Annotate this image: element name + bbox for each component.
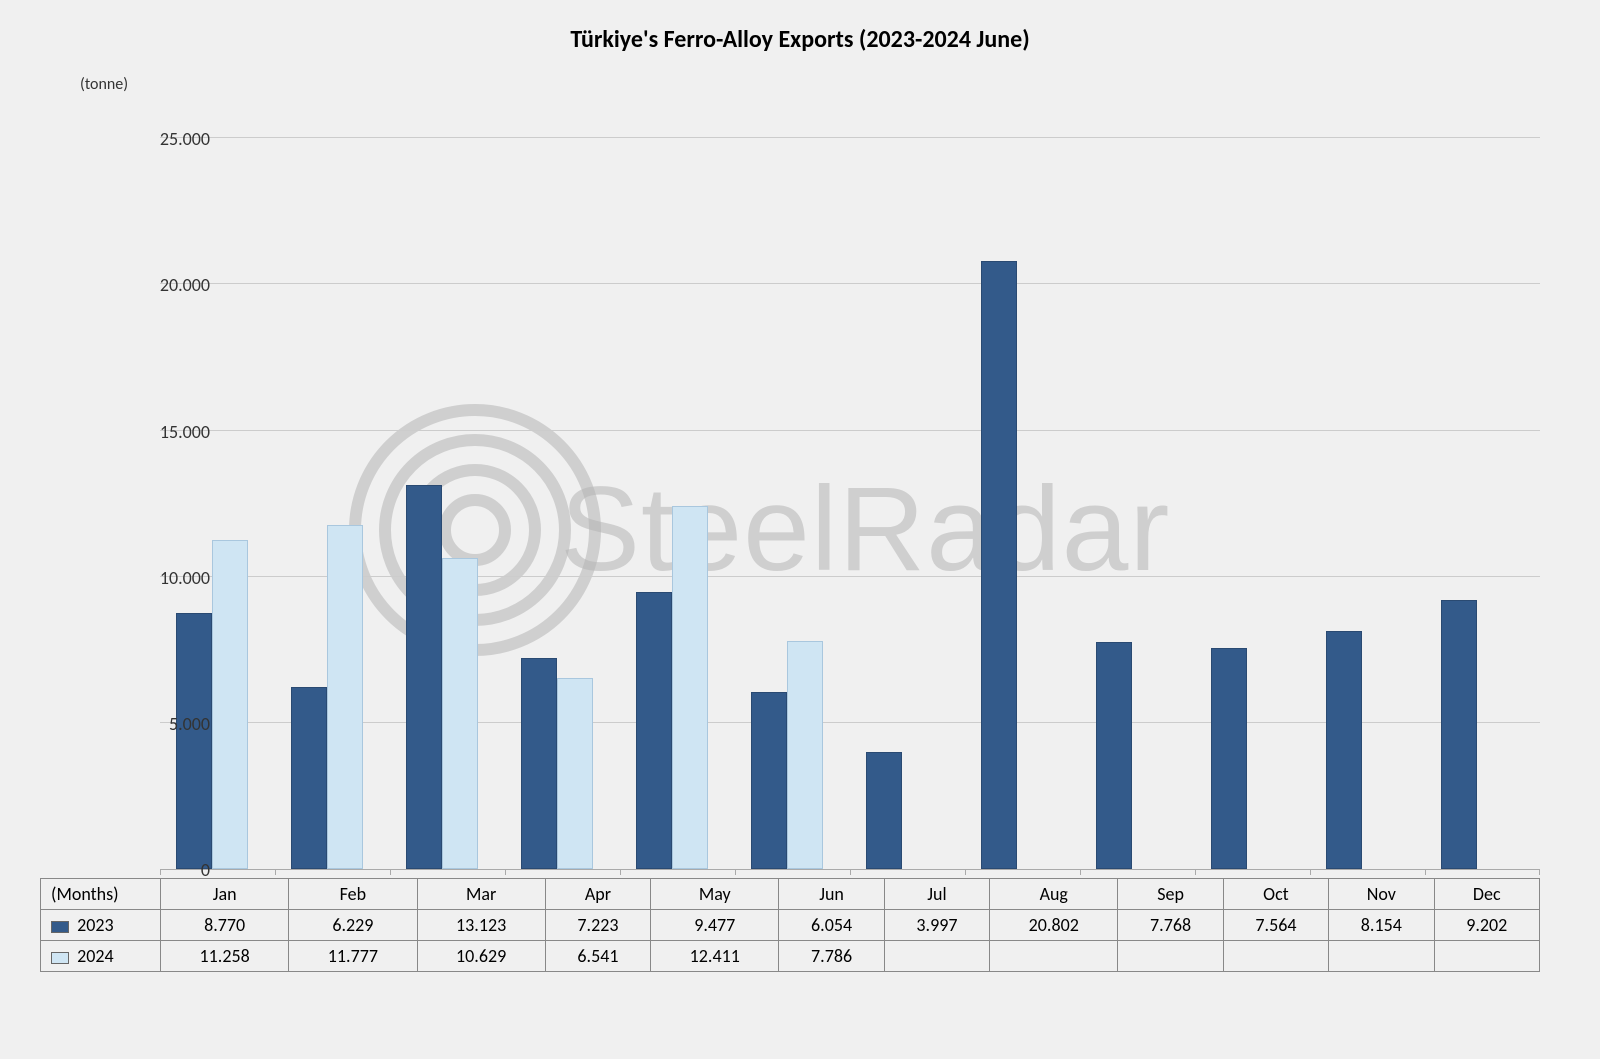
- legend-2024: 2024: [41, 941, 161, 972]
- y-tick-label: 10.000: [130, 567, 210, 589]
- data-cell: 3.997: [884, 910, 989, 941]
- bar-2023: [1441, 600, 1477, 869]
- bar-2023: [636, 592, 672, 869]
- data-cell: 10.629: [417, 941, 545, 972]
- bar-2024: [557, 678, 593, 869]
- data-cell: 6.541: [545, 941, 650, 972]
- chart-title: Türkiye's Ferro-Alloy Exports (2023-2024…: [0, 0, 1600, 54]
- y-tick-label: 20.000: [130, 274, 210, 296]
- legend-swatch-2024: [51, 952, 69, 964]
- data-cell: 13.123: [417, 910, 545, 941]
- month-header: Apr: [545, 879, 650, 910]
- data-cell: 11.258: [161, 941, 289, 972]
- data-cell: [884, 941, 989, 972]
- month-group: [1310, 110, 1425, 869]
- month-group: [390, 110, 505, 869]
- data-cell: [1223, 941, 1328, 972]
- bar-2024: [212, 540, 248, 869]
- bar-2023: [751, 692, 787, 869]
- bar-2023: [866, 752, 902, 869]
- month-header: Dec: [1434, 879, 1540, 910]
- bar-2023: [1096, 642, 1132, 869]
- series-name-2023: 2023: [77, 914, 114, 936]
- data-cell: [990, 941, 1118, 972]
- month-group: [735, 110, 850, 869]
- month-group: [1195, 110, 1310, 869]
- y-tick-label: 15.000: [130, 421, 210, 443]
- month-group: [505, 110, 620, 869]
- data-cell: 12.411: [651, 941, 779, 972]
- month-header: Jan: [161, 879, 289, 910]
- bar-2023: [1326, 631, 1362, 869]
- table-row-months: (Months) Jan Feb Mar Apr May Jun Jul Aug…: [41, 879, 1540, 910]
- bar-2023: [1211, 648, 1247, 869]
- data-cell: 7.223: [545, 910, 650, 941]
- bar-2023: [291, 687, 327, 869]
- data-cell: 11.777: [289, 941, 417, 972]
- month-header: Jun: [779, 879, 884, 910]
- data-cell: 7.786: [779, 941, 884, 972]
- data-cell: [1434, 941, 1540, 972]
- month-group: [965, 110, 1080, 869]
- month-group: [1080, 110, 1195, 869]
- data-cell: 8.770: [161, 910, 289, 941]
- data-cell: 6.229: [289, 910, 417, 941]
- series-name-2024: 2024: [77, 945, 114, 967]
- month-group: [275, 110, 390, 869]
- data-cell: [1329, 941, 1434, 972]
- month-header: Jul: [884, 879, 989, 910]
- y-tick-label: 25.000: [130, 128, 210, 150]
- bar-2024: [787, 641, 823, 869]
- month-header: Oct: [1223, 879, 1328, 910]
- bar-2024: [672, 506, 708, 869]
- data-table: (Months) Jan Feb Mar Apr May Jun Jul Aug…: [40, 878, 1540, 972]
- data-cell: [1118, 941, 1223, 972]
- month-group: [160, 110, 275, 869]
- month-group: [1425, 110, 1540, 869]
- data-cell: 9.477: [651, 910, 779, 941]
- month-header: Sep: [1118, 879, 1223, 910]
- legend-swatch-2023: [51, 921, 69, 933]
- x-axis-label: (Months): [41, 879, 161, 910]
- bar-2023: [176, 613, 212, 869]
- data-cell: 20.802: [990, 910, 1118, 941]
- table-row-2023: 2023 8.770 6.229 13.123 7.223 9.477 6.05…: [41, 910, 1540, 941]
- legend-2023: 2023: [41, 910, 161, 941]
- bar-2023: [981, 261, 1017, 869]
- bar-2024: [327, 525, 363, 869]
- bar-2023: [406, 485, 442, 869]
- month-header: May: [651, 879, 779, 910]
- data-cell: 9.202: [1434, 910, 1540, 941]
- data-cell: 7.564: [1223, 910, 1328, 941]
- month-header: Aug: [990, 879, 1118, 910]
- bar-2023: [521, 658, 557, 869]
- month-header: Feb: [289, 879, 417, 910]
- data-cell: 8.154: [1329, 910, 1434, 941]
- data-cell: 6.054: [779, 910, 884, 941]
- month-header: Mar: [417, 879, 545, 910]
- month-header: Nov: [1329, 879, 1434, 910]
- data-cell: 7.768: [1118, 910, 1223, 941]
- bars-container: [160, 110, 1540, 869]
- y-axis-unit-label: (tonne): [80, 75, 128, 94]
- month-group: [850, 110, 965, 869]
- y-tick-label: 5.000: [130, 713, 210, 735]
- plot-area: SteelRadar: [160, 110, 1540, 870]
- month-group: [620, 110, 735, 869]
- bar-2024: [442, 558, 478, 869]
- table-row-2024: 2024 11.258 11.777 10.629 6.541 12.411 7…: [41, 941, 1540, 972]
